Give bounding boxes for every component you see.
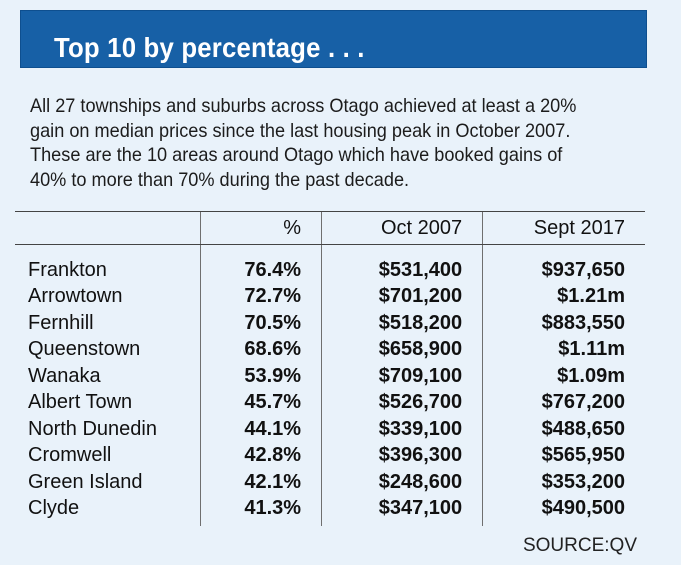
oct-2007-price: $518,200 xyxy=(321,310,483,337)
sept-2017-price: $937,650 xyxy=(482,257,645,284)
oct-2007-price: $526,700 xyxy=(321,389,483,416)
sept-2017-price: $767,200 xyxy=(482,389,645,416)
table-row: Clyde 41.3% $347,100 $490,500 xyxy=(15,495,645,526)
area-name: Frankton xyxy=(28,258,107,281)
oct-2007-price: $396,300 xyxy=(321,442,483,469)
area-name: Arrowtown xyxy=(28,285,123,308)
percent-gain: 70.5% xyxy=(199,310,322,337)
percent-gain: 41.3% xyxy=(199,495,322,526)
area-name: Albert Town xyxy=(28,391,133,414)
area-name: Cromwell xyxy=(28,444,112,467)
area-name: Wanaka xyxy=(28,364,101,387)
area-name: Fernhill xyxy=(28,311,94,334)
title-banner: Top 10 by percentage . . . xyxy=(20,10,647,68)
table-row: Queenstown 68.6% $658,900 $1.11m xyxy=(15,336,645,363)
intro-text: All 27 townships and suburbs across Otag… xyxy=(30,94,607,192)
area-name: Clyde xyxy=(28,497,80,520)
area-name: Green Island xyxy=(28,470,143,493)
header-percent: % xyxy=(199,211,322,245)
sept-2017-price: $565,950 xyxy=(482,442,645,469)
price-gains-table: % Oct 2007 Sept 2017 Frankton 76.4% $531… xyxy=(15,211,645,526)
oct-2007-price: $658,900 xyxy=(321,336,483,363)
sept-2017-price: $490,500 xyxy=(482,495,645,526)
percent-gain: 42.1% xyxy=(199,469,322,496)
oct-2007-price: $347,100 xyxy=(321,495,483,526)
table-row: Frankton 76.4% $531,400 $937,650 xyxy=(15,257,645,284)
sept-2017-price: $1.21m xyxy=(482,283,645,310)
oct-2007-price: $709,100 xyxy=(321,363,483,390)
intro-line: All 27 townships and suburbs across Otag… xyxy=(30,95,577,117)
area-name: North Dunedin xyxy=(28,417,157,440)
percent-gain: 42.8% xyxy=(199,442,322,469)
percent-gain: 72.7% xyxy=(199,283,322,310)
sept-2017-price: $883,550 xyxy=(482,310,645,337)
table-row: Cromwell 42.8% $396,300 $565,950 xyxy=(15,442,645,469)
header-area xyxy=(15,211,201,245)
header-sept-2017: Sept 2017 xyxy=(482,211,645,245)
source-credit: SOURCE:QV xyxy=(522,535,637,556)
table-row: North Dunedin 44.1% $339,100 $488,650 xyxy=(15,416,645,443)
table-row: Albert Town 45.7% $526,700 $767,200 xyxy=(15,389,645,416)
sept-2017-price: $1.09m xyxy=(482,363,645,390)
table-row: Green Island 42.1% $248,600 $353,200 xyxy=(15,469,645,496)
percent-gain: 44.1% xyxy=(199,416,322,443)
table-row: Arrowtown 72.7% $701,200 $1.21m xyxy=(15,283,645,310)
banner-title: Top 10 by percentage . . . xyxy=(54,32,365,63)
table-spacer xyxy=(15,244,645,257)
oct-2007-price: $701,200 xyxy=(321,283,483,310)
intro-line: 40% to more than 70% during the past dec… xyxy=(30,168,410,191)
oct-2007-price: $339,100 xyxy=(321,416,483,443)
table-header-row: % Oct 2007 Sept 2017 xyxy=(15,211,645,245)
oct-2007-price: $248,600 xyxy=(321,469,483,496)
header-oct-2007: Oct 2007 xyxy=(321,211,483,245)
intro-line: These are the 10 areas around Otago whic… xyxy=(30,144,563,166)
percent-gain: 68.6% xyxy=(199,336,322,363)
sept-2017-price: $353,200 xyxy=(482,469,645,496)
table-row: Wanaka 53.9% $709,100 $1.09m xyxy=(15,363,645,390)
area-name: Queenstown xyxy=(28,338,141,361)
sept-2017-price: $488,650 xyxy=(482,416,645,443)
oct-2007-price: $531,400 xyxy=(321,257,483,284)
percent-gain: 45.7% xyxy=(199,389,322,416)
table-row: Fernhill 70.5% $518,200 $883,550 xyxy=(15,310,645,337)
percent-gain: 76.4% xyxy=(199,257,322,284)
sept-2017-price: $1.11m xyxy=(482,336,645,363)
intro-line: gain on median prices since the last hou… xyxy=(30,119,571,142)
percent-gain: 53.9% xyxy=(199,363,322,390)
